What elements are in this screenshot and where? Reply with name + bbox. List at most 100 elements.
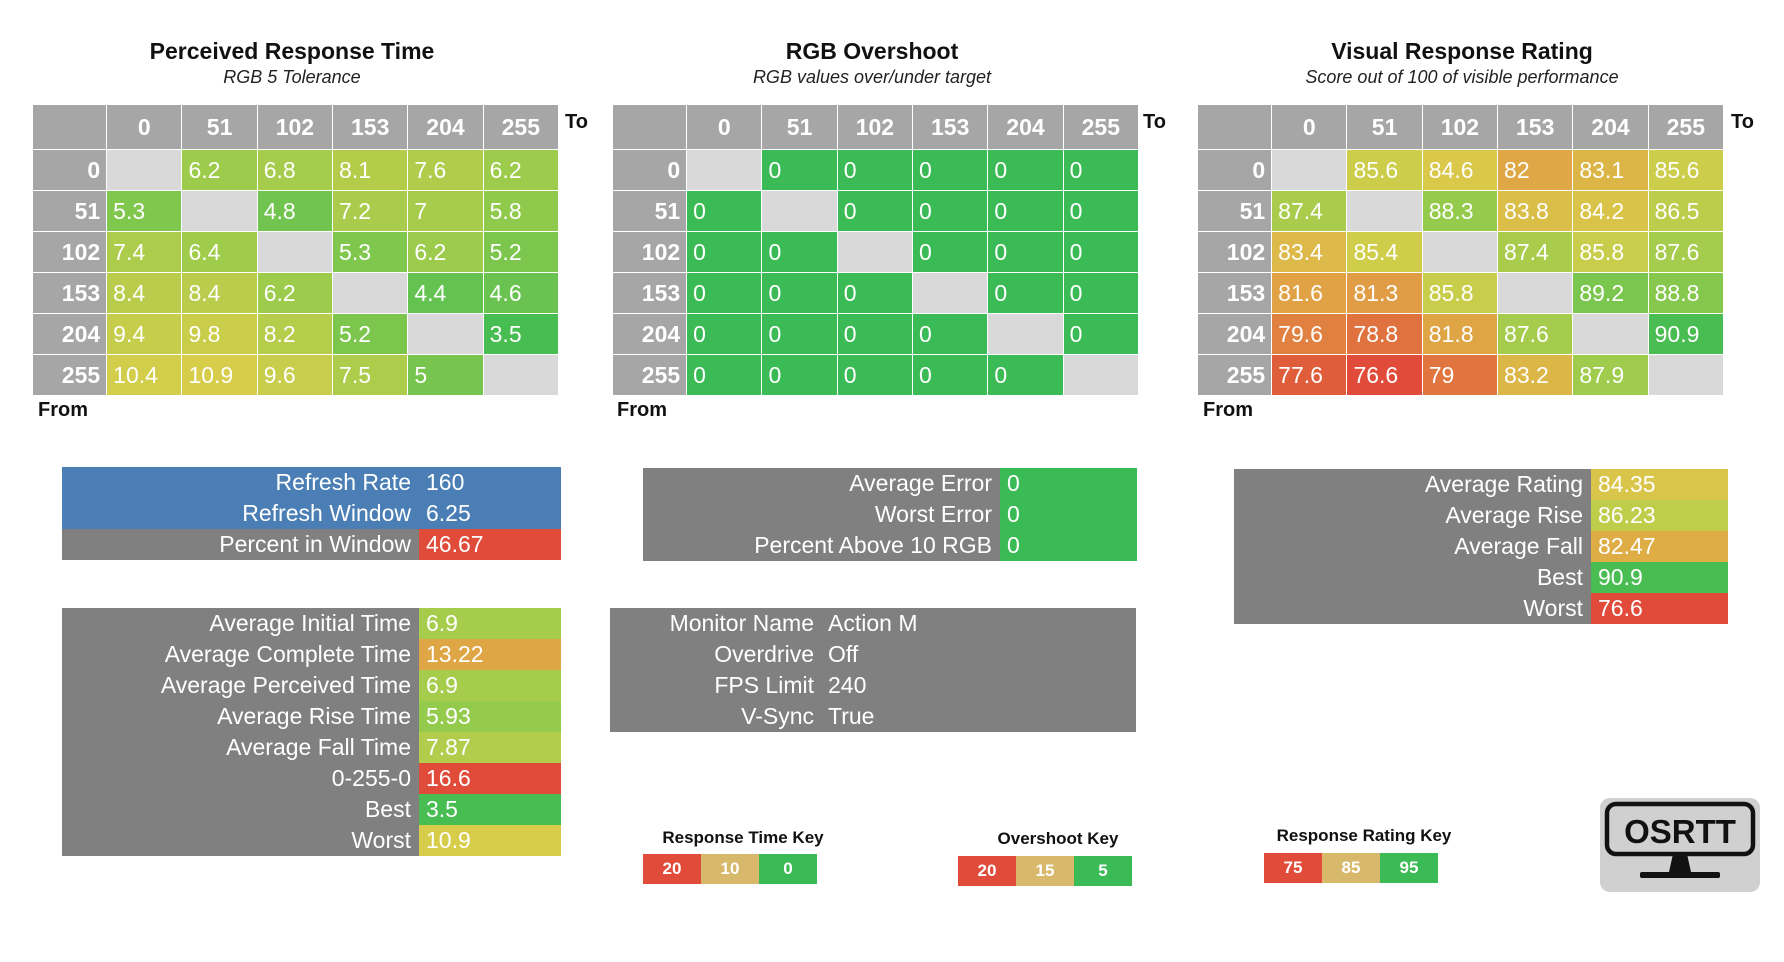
stat-label: FPS Limit (610, 670, 828, 701)
heatmap-cell: 85.4 (1346, 231, 1423, 273)
heatmap-cell: 5.3 (106, 190, 183, 232)
heatmap-diagonal-cell (256, 231, 334, 273)
heatmap-cell: 0 (761, 272, 838, 314)
heatmap-cell: 6.4 (181, 231, 258, 273)
heatmap-cell: 5.2 (482, 231, 560, 273)
key-cell: 95 (1380, 853, 1438, 883)
heatmap-rating: 0 51 102 153 204 255 0 85.6 84.6 82 83.1 85.6 51 87.4… (1196, 104, 1725, 396)
heatmap-cell: 6.2 (181, 149, 258, 191)
heatmap-cell: 88.3 (1421, 190, 1499, 232)
heatmap-column-header: 102 (836, 104, 914, 150)
panel-title-overshoot: RGB Overshoot (785, 38, 959, 64)
heatmap-diagonal-cell (987, 313, 1064, 355)
heatmap-cell: 5.8 (482, 190, 560, 232)
heatmap-cell: 6.8 (256, 149, 334, 191)
heatmap-cell: 0 (912, 231, 989, 273)
stat-label: Worst (62, 825, 419, 856)
heatmap-cell: 5 (407, 354, 484, 396)
heatmap-cell: 81.3 (1346, 272, 1423, 314)
heatmap-cell: 0 (836, 272, 914, 314)
heatmap-cell: 7.6 (407, 149, 484, 191)
heatmap-cell: 9.6 (256, 354, 334, 396)
heatmap-cell: 4.4 (407, 272, 484, 314)
heatmap-column-header: 0 (106, 104, 183, 150)
monitor-icon: OSRTT (1604, 801, 1756, 878)
heatmap-diagonal-cell (836, 231, 914, 273)
stat-label: Average Perceived Time (62, 670, 419, 701)
heatmap-cell: 0 (686, 231, 763, 273)
heatmap-cell: 7.2 (332, 190, 409, 232)
heatmap-cell: 4.6 (482, 272, 560, 314)
heatmap-cell: 76.6 (1346, 354, 1423, 396)
heatmap-cell: 0 (912, 354, 989, 396)
heatmap-cell: 0 (761, 354, 838, 396)
heatmap-cell: 0 (912, 313, 989, 355)
overshoot-key: 20 15 5 (958, 856, 1132, 886)
heatmap-cell: 0 (686, 354, 763, 396)
heatmap-cell: 0 (1062, 231, 1140, 273)
axis-from-label: From (38, 399, 88, 421)
heatmap-cell: 79 (1421, 354, 1499, 396)
key-cell: 20 (643, 854, 701, 884)
heatmap-cell: 0 (836, 313, 914, 355)
heatmap-row-header: 153 (611, 272, 688, 314)
heatmap-cell: 8.1 (332, 149, 409, 191)
heatmap-corner (611, 104, 688, 150)
heatmap-diagonal-cell (1647, 354, 1725, 396)
heatmap-cell: 7.5 (332, 354, 409, 396)
heatmap-cell: 87.6 (1647, 231, 1725, 273)
stat-label: Percent in Window (62, 529, 419, 560)
stat-value: 76.6 (1591, 593, 1728, 624)
heatmap-cell: 0 (836, 354, 914, 396)
heatmap-cell: 85.6 (1647, 149, 1725, 191)
heatmap-cell: 86.5 (1647, 190, 1725, 232)
heatmap-row-header: 51 (1196, 190, 1273, 232)
stat-value: 46.67 (419, 529, 561, 560)
heatmap-cell: 9.8 (181, 313, 258, 355)
heatmap-diagonal-cell (1062, 354, 1140, 396)
heatmap-cell: 83.1 (1572, 149, 1649, 191)
stat-label: Average Rise (1234, 500, 1591, 531)
stat-value: 6.9 (419, 670, 561, 701)
heatmap-cell: 0 (761, 313, 838, 355)
stat-label: Average Rating (1234, 469, 1591, 500)
stat-label: Overdrive (610, 639, 828, 670)
heatmap-cell: 10.4 (106, 354, 183, 396)
heatmap-cell: 0 (912, 190, 989, 232)
heatmap-row-header: 204 (31, 313, 108, 355)
heatmap-diagonal-cell (686, 149, 763, 191)
stat-value: 13.22 (419, 639, 561, 670)
stat-label: Average Initial Time (62, 608, 419, 639)
heatmap-cell: 0 (1062, 272, 1140, 314)
svg-text:OSRTT: OSRTT (1624, 813, 1736, 850)
heatmap-column-header: 153 (332, 104, 409, 150)
heatmap-cell: 0 (686, 313, 763, 355)
panel-subtitle-overshoot: RGB values over/under target (752, 67, 992, 87)
stat-value: 240 (828, 670, 1136, 701)
heatmap-row-header: 255 (31, 354, 108, 396)
stat-value: 0 (1000, 499, 1137, 530)
heatmap-cell: 81.6 (1271, 272, 1348, 314)
stat-value: 10.9 (419, 825, 561, 856)
heatmap-cell: 83.8 (1497, 190, 1574, 232)
key-cell: 75 (1264, 853, 1322, 883)
stat-value: 160 (419, 467, 561, 498)
heatmap-cell: 78.8 (1346, 313, 1423, 355)
heatmap-cell: 84.2 (1572, 190, 1649, 232)
heatmap-cell: 4.8 (256, 190, 334, 232)
stat-value: Off (828, 639, 1136, 670)
stat-value: 6.25 (419, 498, 561, 529)
heatmap-column-header: 51 (761, 104, 838, 150)
heatmap-cell: 0 (761, 149, 838, 191)
stat-value: True (828, 701, 1136, 732)
heatmap-column-header: 204 (407, 104, 484, 150)
overshoot-key-title: Overshoot Key (997, 829, 1119, 848)
heatmap-diagonal-cell (1271, 149, 1348, 191)
heatmap-cell: 7 (407, 190, 484, 232)
heatmap-cell: 0 (1062, 149, 1140, 191)
heatmap-column-header: 255 (1647, 104, 1725, 150)
stat-value: 90.9 (1591, 562, 1728, 593)
stat-value: 82.47 (1591, 531, 1728, 562)
heatmap-corner (31, 104, 108, 150)
heatmap-row-header: 204 (611, 313, 688, 355)
